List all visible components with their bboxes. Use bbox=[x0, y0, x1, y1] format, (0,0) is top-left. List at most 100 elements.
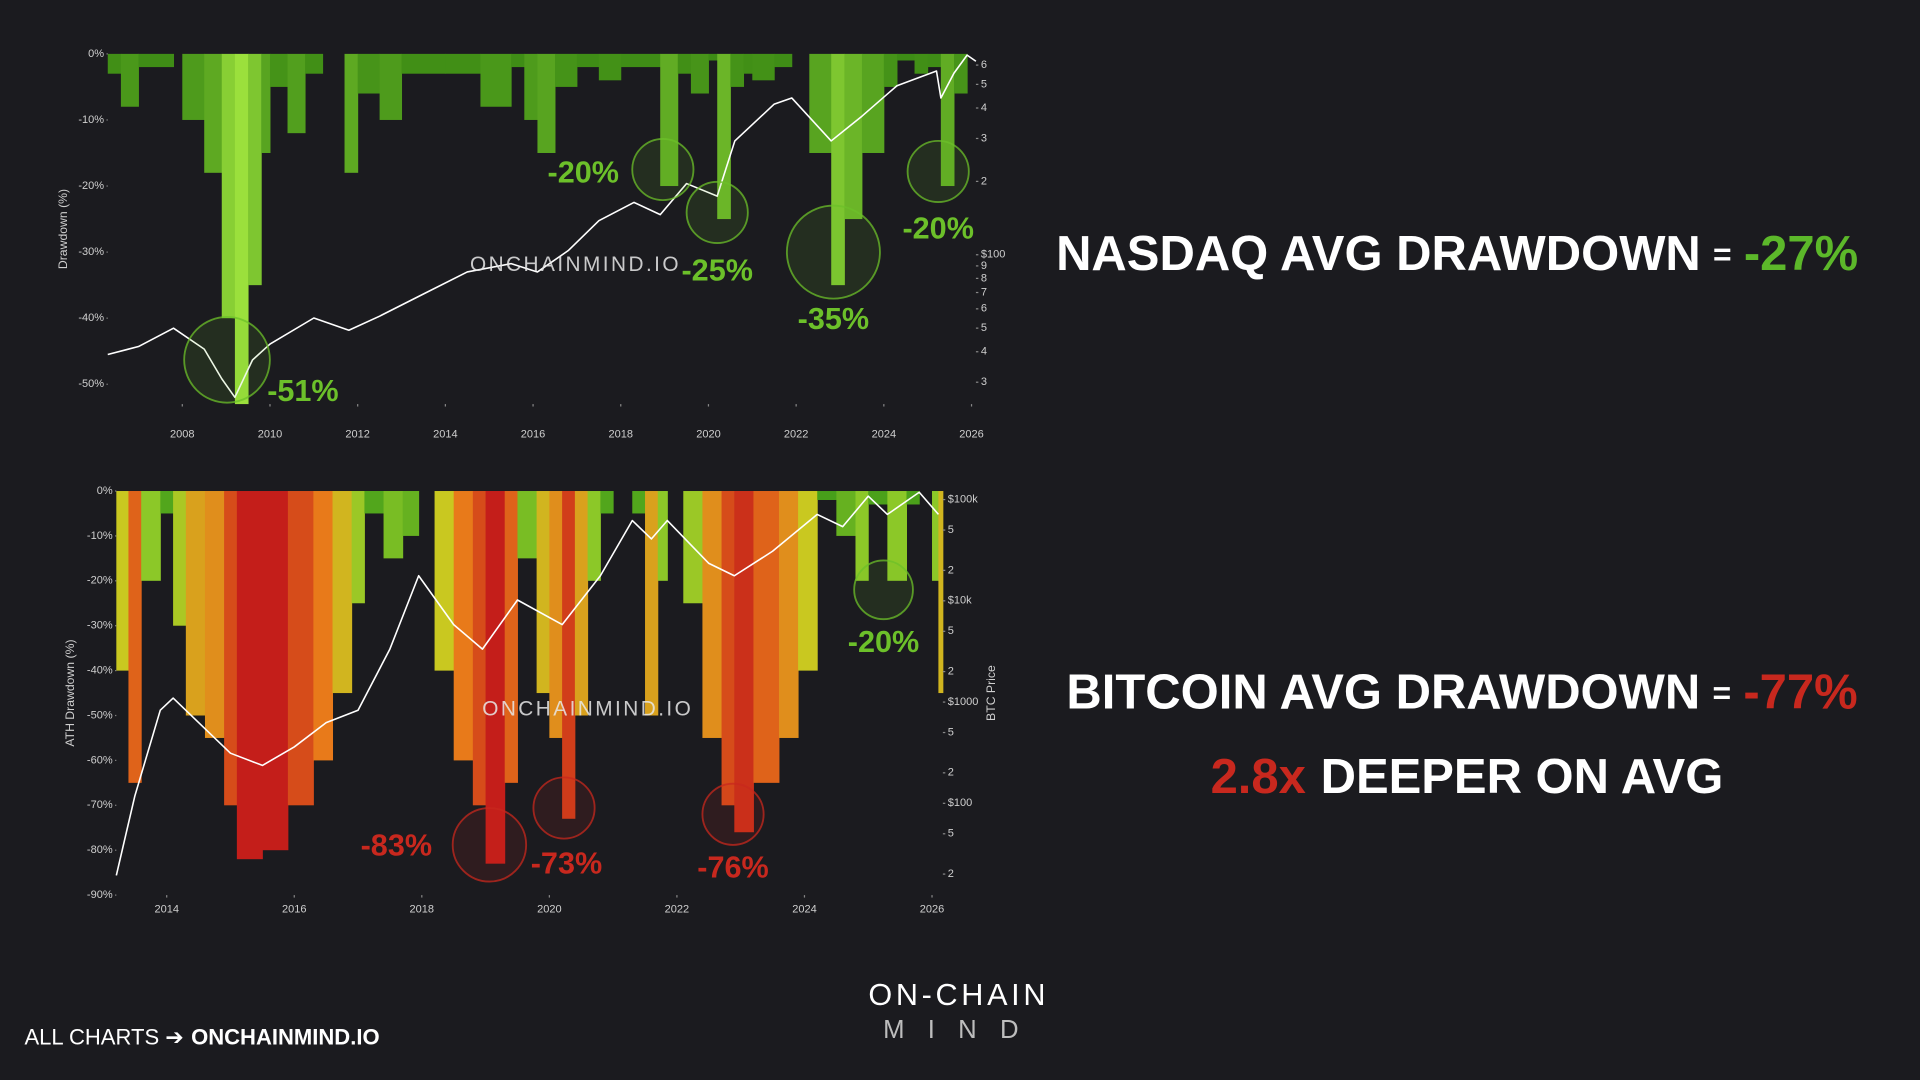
drawdown-bar bbox=[855, 491, 869, 581]
headline-equals: = bbox=[1712, 675, 1731, 711]
annotation-circle bbox=[183, 316, 271, 404]
drawdown-bar bbox=[887, 491, 907, 581]
drawdown-bar bbox=[261, 53, 271, 153]
drawdown-bar bbox=[445, 53, 481, 74]
logo-top: ON-CHAIN bbox=[868, 978, 1049, 1012]
footer-site: ONCHAINMIND.IO bbox=[191, 1024, 379, 1049]
x-tick-label: 2014 bbox=[433, 429, 458, 441]
x-tick-label: 2014 bbox=[154, 904, 179, 916]
y2-tick-label: 6 bbox=[981, 59, 987, 71]
annotation-label: -51% bbox=[267, 374, 338, 408]
comparison-multiplier: 2.8x bbox=[1211, 750, 1306, 804]
y2-tick-label: 6 bbox=[981, 303, 987, 315]
comparison: 2.8x DEEPER ON AVG bbox=[1211, 750, 1724, 804]
y2-tick-label: 9 bbox=[981, 260, 987, 272]
drawdown-bar bbox=[401, 53, 446, 74]
price-line bbox=[115, 491, 940, 876]
drawdown-bar bbox=[868, 491, 888, 505]
drawdown-bar bbox=[524, 53, 538, 120]
annotation-circle bbox=[685, 180, 749, 244]
y2-tick-label: 2 bbox=[948, 767, 954, 779]
y2-axis-label: BTC Price bbox=[984, 665, 998, 721]
y-tick-label: -20% bbox=[78, 180, 104, 192]
y-tick-label: -10% bbox=[78, 114, 104, 126]
drawdown-bar bbox=[116, 491, 129, 671]
drawdown-bar bbox=[453, 491, 474, 761]
drawdown-bar bbox=[262, 491, 289, 851]
drawdown-bar bbox=[182, 53, 205, 120]
y-axis-label: Drawdown (%) bbox=[56, 189, 70, 269]
footer-prefix: ALL CHARTS ➔ bbox=[24, 1024, 183, 1049]
x-tick-label: 2016 bbox=[282, 904, 307, 916]
y2-tick-label: 7 bbox=[981, 286, 987, 298]
x-tick-label: 2012 bbox=[345, 429, 370, 441]
x-tick-label: 2024 bbox=[792, 904, 817, 916]
drawdown-bar bbox=[657, 491, 668, 581]
drawdown-bar bbox=[287, 53, 306, 134]
y2-tick-label: 2 bbox=[981, 175, 987, 187]
y2-tick-label: 4 bbox=[981, 346, 987, 358]
x-tick-label: 2016 bbox=[521, 429, 546, 441]
y2-tick-label: 8 bbox=[981, 272, 987, 284]
y2-tick-label: $100 bbox=[948, 797, 973, 809]
drawdown-bar bbox=[248, 53, 262, 286]
comparison-text: DEEPER ON AVG bbox=[1321, 750, 1724, 804]
drawdown-bar bbox=[185, 491, 206, 716]
drawdown-bar bbox=[511, 53, 525, 68]
logo-bottom: MIND bbox=[883, 1016, 1042, 1044]
drawdown-bar bbox=[562, 491, 576, 819]
drawdown-bar bbox=[645, 491, 659, 716]
drawdown-bar bbox=[632, 491, 646, 514]
headline-equals: = bbox=[1713, 237, 1732, 273]
drawdown-bar bbox=[574, 491, 589, 716]
drawdown-bar bbox=[620, 53, 661, 68]
drawdown-bar bbox=[587, 491, 601, 581]
y-tick-label: -50% bbox=[87, 709, 113, 721]
drawdown-bar bbox=[914, 53, 929, 74]
drawdown-bar bbox=[717, 53, 731, 220]
footer: ALL CHARTS ➔ ONCHAINMIND.IO bbox=[24, 1024, 379, 1049]
drawdown-bar bbox=[932, 491, 939, 581]
y-tick-label: -40% bbox=[78, 312, 104, 324]
x-tick-label: 2018 bbox=[609, 429, 634, 441]
annotation-circle bbox=[906, 139, 970, 204]
drawdown-bar bbox=[128, 491, 142, 783]
annotation-label: -20% bbox=[848, 625, 919, 659]
headline-value: -27% bbox=[1744, 227, 1858, 281]
annotation-circle bbox=[532, 776, 596, 840]
x-tick-label: 2022 bbox=[665, 904, 690, 916]
annotation-circle bbox=[785, 204, 881, 300]
y2-tick-label: 3 bbox=[981, 376, 987, 388]
annotation-label: -35% bbox=[798, 302, 869, 336]
annotation-circle bbox=[631, 137, 695, 202]
drawdown-bar bbox=[434, 491, 455, 671]
drawdown-bar bbox=[861, 53, 885, 153]
drawdown-bar bbox=[204, 53, 223, 173]
y-tick-label: -30% bbox=[78, 246, 104, 258]
x-tick-label: 2022 bbox=[784, 429, 809, 441]
drawdown-bar bbox=[141, 491, 161, 581]
drawdown-bar bbox=[485, 491, 506, 864]
drawdown-bar bbox=[938, 491, 944, 694]
drawdown-bar bbox=[690, 53, 709, 94]
drawdown-bar bbox=[677, 53, 692, 74]
y2-tick-label: 4 bbox=[981, 102, 987, 114]
y2-tick-label: 5 bbox=[981, 322, 987, 334]
y2-tick-label: $1000 bbox=[948, 696, 979, 708]
drawdown-bar bbox=[269, 53, 289, 87]
drawdown-bar bbox=[734, 491, 754, 833]
drawdown-bar bbox=[721, 491, 735, 806]
drawdown-bar bbox=[236, 491, 263, 860]
drawdown-bar bbox=[549, 491, 563, 738]
annotation-circle bbox=[701, 782, 765, 846]
drawdown-bar bbox=[953, 53, 968, 94]
headline-value: -77% bbox=[1743, 665, 1857, 719]
drawdown-bar bbox=[798, 491, 818, 671]
y2-tick-label: 5 bbox=[948, 524, 954, 536]
annotation-circle bbox=[451, 807, 528, 883]
drawdown-bar bbox=[160, 491, 174, 514]
drawdown-bar bbox=[536, 491, 550, 694]
y2-tick-label: $100 bbox=[981, 249, 1006, 261]
drawdown-bar bbox=[774, 53, 793, 68]
annotation-label: -76% bbox=[697, 850, 768, 884]
